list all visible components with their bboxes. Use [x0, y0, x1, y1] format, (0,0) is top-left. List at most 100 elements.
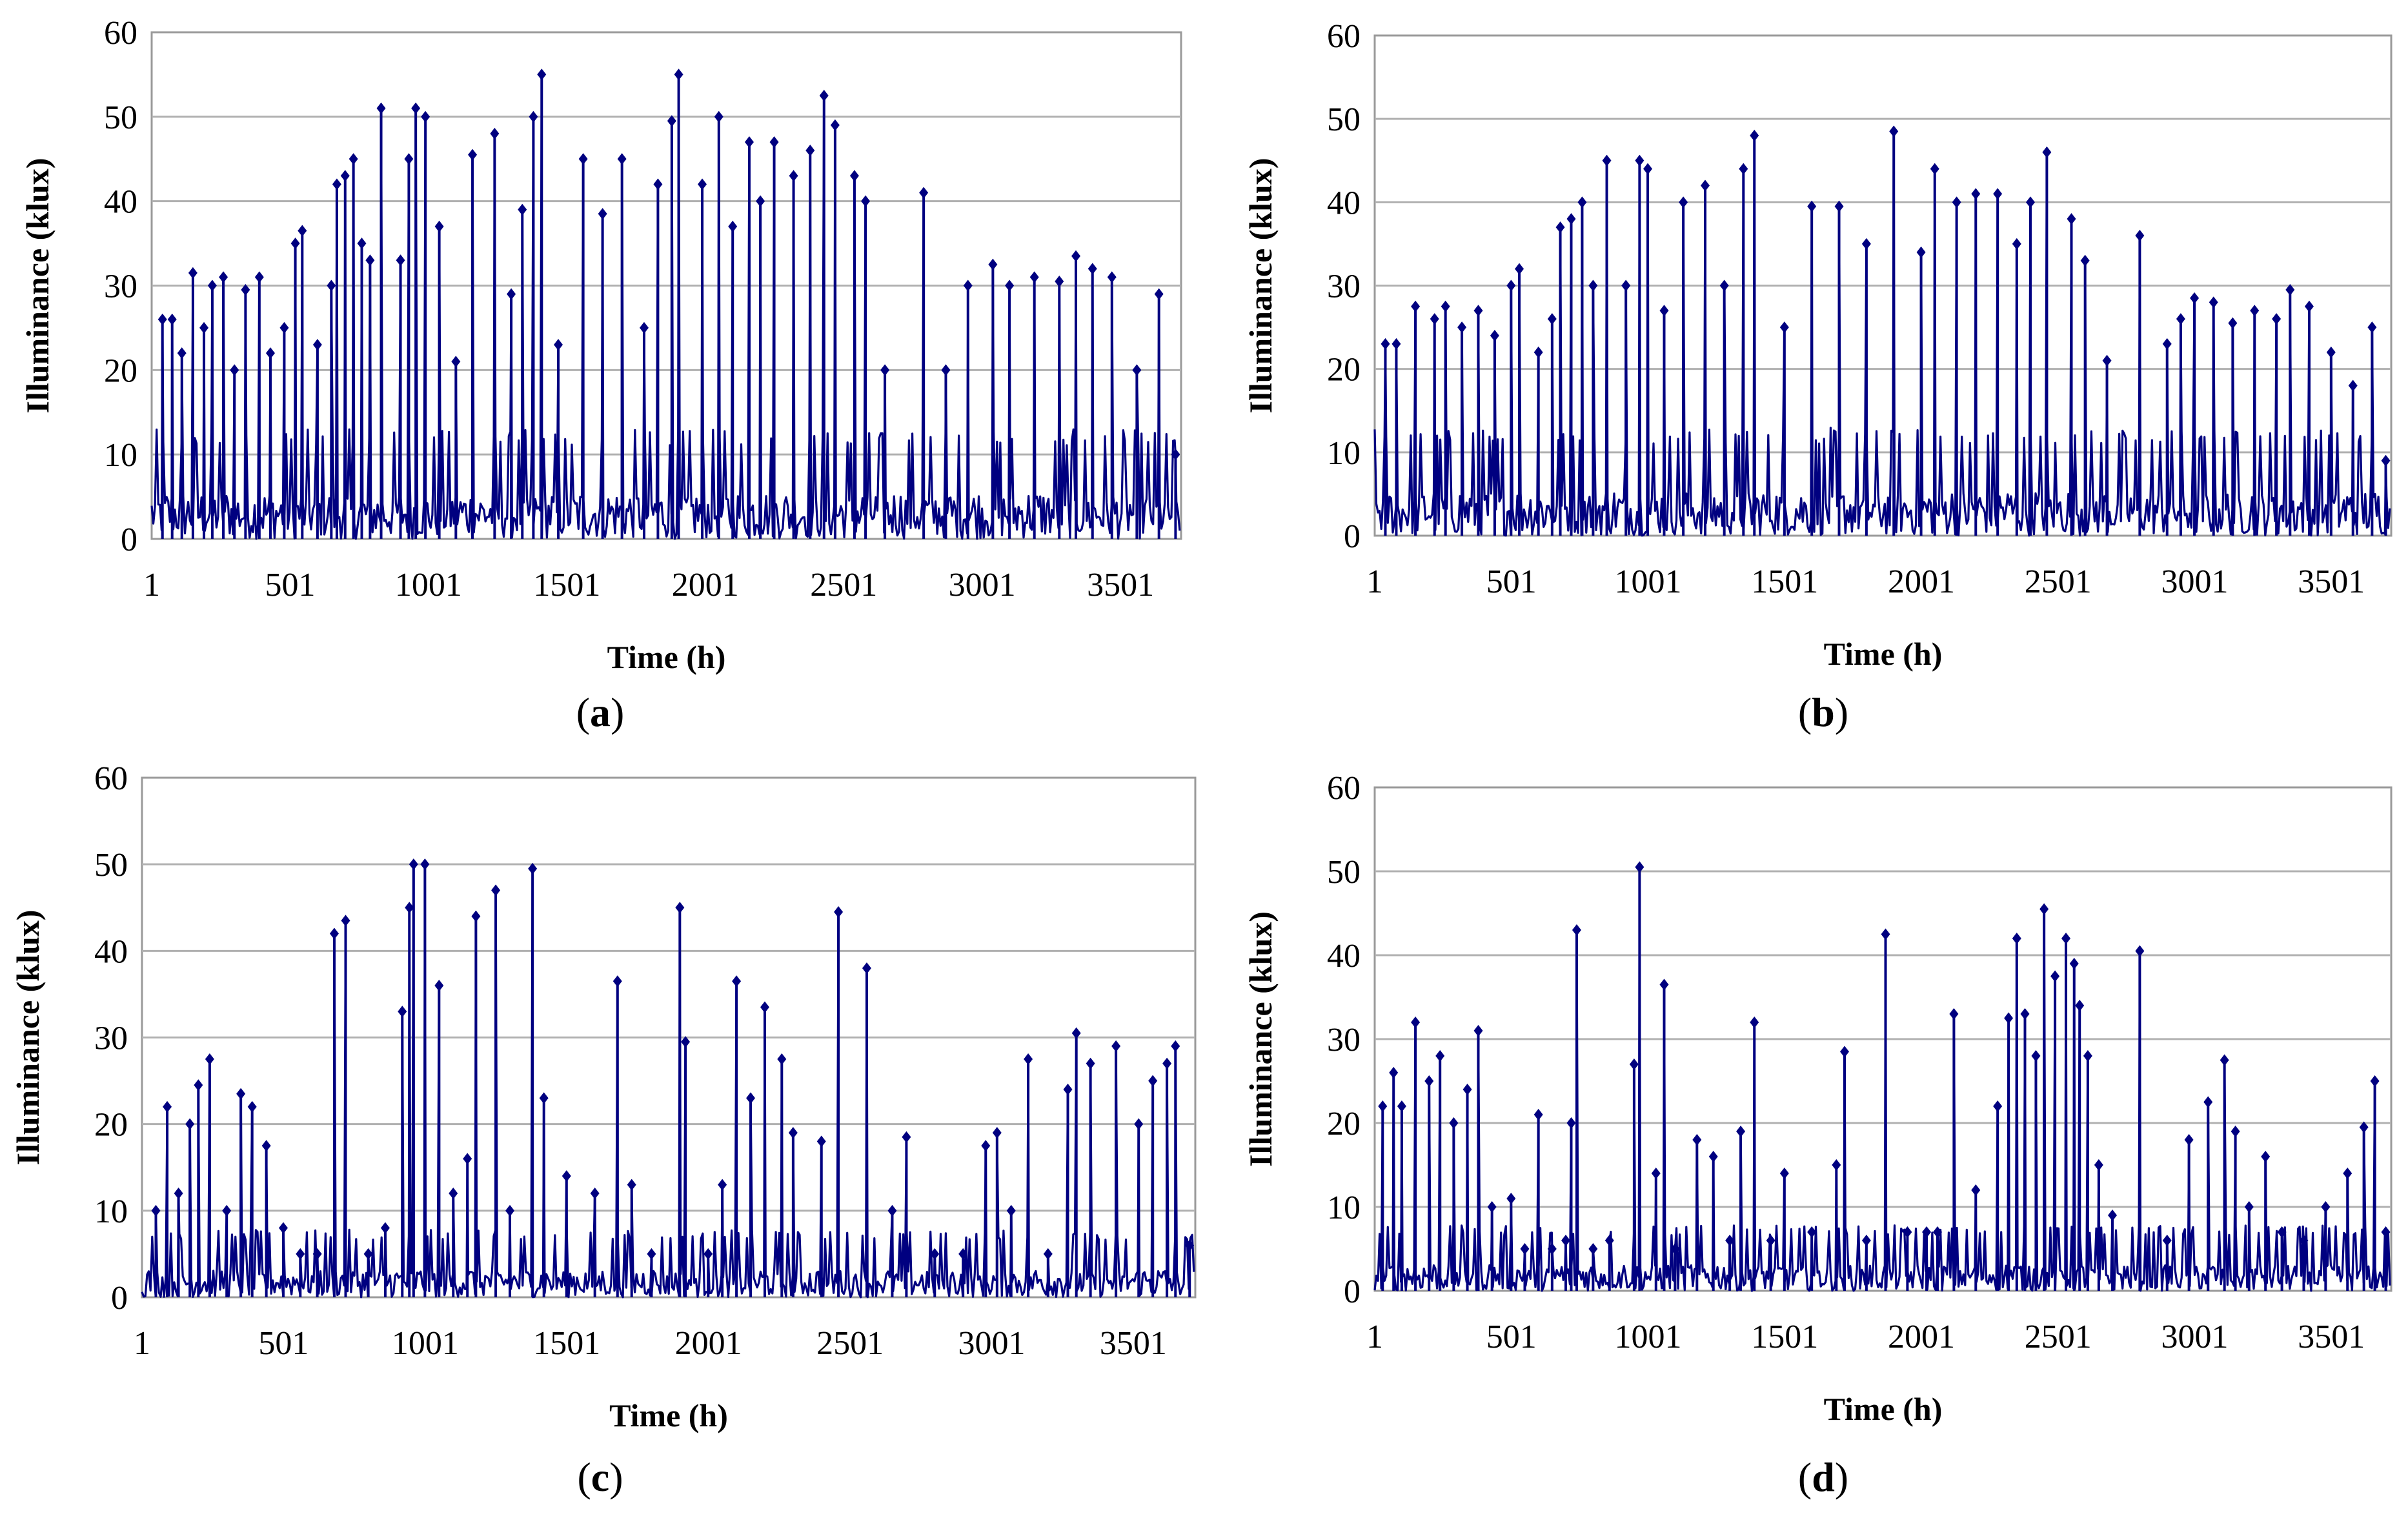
x-tick-label: 1001	[392, 1325, 459, 1362]
panel-caption: (c)	[577, 1454, 623, 1500]
peak-marker	[703, 1248, 713, 1260]
peak-marker	[420, 858, 430, 871]
peak-marker	[992, 1127, 1002, 1139]
peak-marker	[744, 136, 754, 148]
peak-marker	[760, 1001, 769, 1013]
y-tick-label: 60	[1327, 770, 1361, 807]
peak-marker	[674, 68, 683, 81]
caption-letter: d	[1812, 1454, 1835, 1500]
peak-marker	[1086, 1057, 1095, 1069]
peak-marker	[365, 254, 375, 267]
caption-open-paren: (	[1798, 689, 1812, 735]
x-axis-label: Time (h)	[609, 1397, 728, 1433]
peak-marker	[1148, 1075, 1158, 1087]
peak-marker	[617, 153, 627, 165]
caption-open-paren: (	[577, 1454, 591, 1500]
peak-marker	[1903, 1226, 1912, 1238]
x-tick-label: 1001	[1615, 563, 1682, 600]
panel-caption: (d)	[1798, 1454, 1848, 1500]
y-tick-label: 50	[1327, 854, 1361, 891]
peak-marker	[1971, 188, 1981, 200]
peak-marker	[880, 364, 890, 376]
peak-marker	[1949, 1008, 1959, 1020]
peak-marker	[163, 1100, 172, 1113]
peak-marker	[1971, 1184, 1981, 1196]
x-tick-label: 2001	[1888, 563, 1955, 600]
y-tick-label: 30	[1327, 268, 1361, 305]
peak-marker	[241, 284, 250, 296]
caption-letter: b	[1812, 689, 1835, 735]
peak-marker	[2012, 933, 2021, 944]
peak-marker	[1701, 179, 1710, 192]
x-tick-label: 2001	[672, 567, 739, 603]
peak-marker	[1490, 330, 1499, 341]
peak-marker	[2370, 1075, 2380, 1087]
peak-marker	[958, 1248, 968, 1260]
caption-letter: a	[590, 689, 611, 735]
peak-marker	[1779, 321, 1789, 334]
caption-close-paren: )	[1835, 1454, 1848, 1500]
peak-marker	[2321, 1201, 2331, 1213]
peak-marker	[434, 220, 444, 232]
peak-marker	[1572, 924, 1581, 936]
peak-marker	[769, 136, 779, 148]
y-tick-label: 10	[104, 437, 137, 474]
peak-marker	[1750, 130, 1759, 141]
peak-marker	[2304, 300, 2314, 312]
peak-marker	[157, 313, 167, 325]
x-tick-label: 1001	[395, 567, 462, 603]
peak-marker	[2228, 317, 2238, 329]
peak-marker	[2162, 1235, 2172, 1246]
peak-marker	[1807, 1226, 1817, 1238]
peak-marker	[1005, 279, 1015, 292]
peak-marker	[411, 102, 421, 114]
peak-marker	[1651, 1168, 1661, 1179]
x-tick-label: 2501	[2025, 563, 2092, 600]
peak-marker	[518, 203, 527, 216]
peak-marker	[2020, 1008, 2030, 1020]
peak-marker	[2176, 313, 2185, 325]
peak-marker	[554, 339, 563, 351]
x-tick-label: 501	[265, 567, 315, 603]
caption-close-paren: )	[611, 689, 624, 735]
y-tick-label: 40	[94, 933, 128, 970]
peak-marker	[1635, 861, 1644, 873]
peak-marker	[2135, 945, 2145, 957]
peak-marker	[2025, 196, 2035, 208]
peak-marker	[2209, 296, 2218, 309]
peak-marker	[207, 279, 217, 292]
y-axis-label: Illuminance (klux)	[1242, 158, 1279, 414]
peak-marker	[2075, 1000, 2085, 1011]
peak-marker	[1430, 313, 1439, 325]
peak-marker	[2359, 1121, 2369, 1133]
x-tick-label: 501	[258, 1325, 309, 1362]
peak-marker	[1635, 154, 1644, 167]
peak-marker	[2220, 1054, 2229, 1066]
peak-marker	[312, 339, 322, 351]
y-tick-label: 10	[1327, 435, 1361, 472]
peak-marker	[1381, 338, 1390, 350]
peak-marker	[471, 910, 481, 922]
x-tick-label: 3001	[2161, 1319, 2229, 1355]
peak-marker	[1750, 1017, 1759, 1028]
x-tick-label: 2001	[1888, 1319, 1955, 1355]
y-tick-label: 20	[94, 1107, 128, 1144]
y-tick-label: 50	[104, 99, 137, 136]
peak-marker	[2184, 1134, 2194, 1146]
peak-marker	[185, 1118, 195, 1130]
peak-marker	[1411, 1017, 1421, 1028]
caption-open-paren: (	[1798, 1454, 1812, 1500]
y-tick-label: 40	[1327, 938, 1361, 975]
peak-marker	[151, 1204, 161, 1217]
peak-marker	[988, 258, 998, 270]
peak-marker	[2299, 1235, 2309, 1246]
peak-marker	[376, 102, 386, 114]
peak-marker	[451, 356, 461, 368]
peak-marker	[728, 220, 738, 232]
peak-marker	[505, 1204, 515, 1217]
peak-marker	[2108, 1209, 2118, 1221]
series-line	[1373, 865, 2391, 1292]
peak-marker	[1462, 1084, 1472, 1095]
series-line	[1373, 130, 2391, 537]
